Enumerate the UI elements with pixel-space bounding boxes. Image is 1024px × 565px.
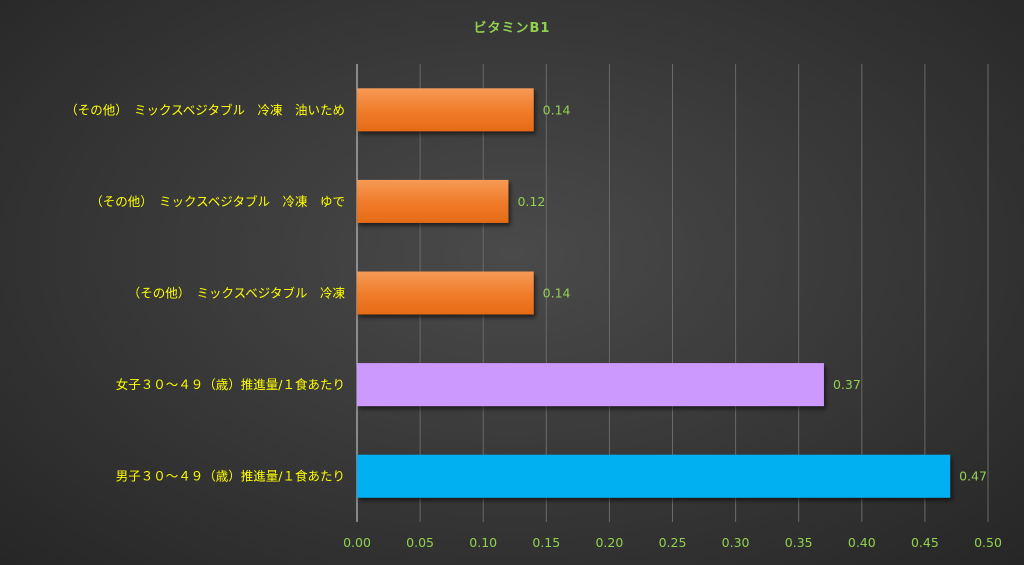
- data-label: 0.47: [959, 469, 987, 484]
- category-label: （その他） ミックスベジタブル 冷凍 ゆで: [90, 194, 345, 209]
- bar: [357, 271, 534, 315]
- x-tick-label: 0.35: [785, 535, 813, 550]
- bar: [357, 363, 824, 407]
- data-label: 0.14: [543, 286, 571, 301]
- bar: [357, 179, 509, 223]
- labels: 0.00 0.05 0.10 0.15 0.20 0.25 0.30 0.35 0.40 0.45…: [65, 102, 1002, 550]
- x-tick-label: 0.30: [722, 535, 750, 550]
- x-tick-label: 0.50: [974, 535, 1002, 550]
- category-label: 女子３０～４９（歳）推進量/１食あたり: [116, 377, 345, 392]
- data-label: 0.14: [543, 102, 571, 117]
- category-label: （その他） ミックスベジタブル 冷凍 油いため: [65, 102, 345, 117]
- x-tick-label: 0.40: [848, 535, 876, 550]
- x-tick-label: 0.15: [532, 535, 560, 550]
- data-label: 0.37: [833, 377, 861, 392]
- gridlines: [356, 64, 989, 522]
- bar: [357, 88, 534, 132]
- x-tick-label: 0.20: [595, 535, 623, 550]
- category-label: 男子３０～４９（歳）推進量/１食あたり: [116, 469, 345, 484]
- x-tick-label: 0.45: [911, 535, 939, 550]
- x-tick-label: 0.25: [659, 535, 687, 550]
- bar: [357, 454, 951, 498]
- chart-title: ビタミンB1: [474, 20, 551, 36]
- x-tick-label: 0.10: [469, 535, 497, 550]
- x-tick-label: 0.00: [343, 535, 371, 550]
- data-label: 0.12: [517, 194, 545, 209]
- category-label: （その他） ミックスベジタブル 冷凍: [128, 286, 346, 301]
- bars: [357, 88, 951, 498]
- x-tick-label: 0.05: [406, 535, 434, 550]
